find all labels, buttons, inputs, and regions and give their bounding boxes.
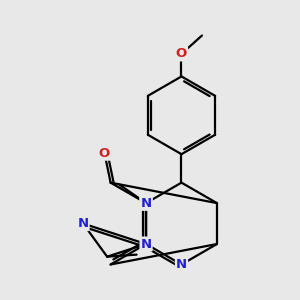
Text: N: N — [176, 258, 187, 271]
Text: N: N — [140, 196, 152, 210]
Text: N: N — [140, 238, 152, 250]
Text: O: O — [176, 47, 187, 60]
Text: N: N — [77, 217, 88, 230]
Text: N: N — [140, 196, 152, 210]
Text: O: O — [99, 147, 110, 160]
